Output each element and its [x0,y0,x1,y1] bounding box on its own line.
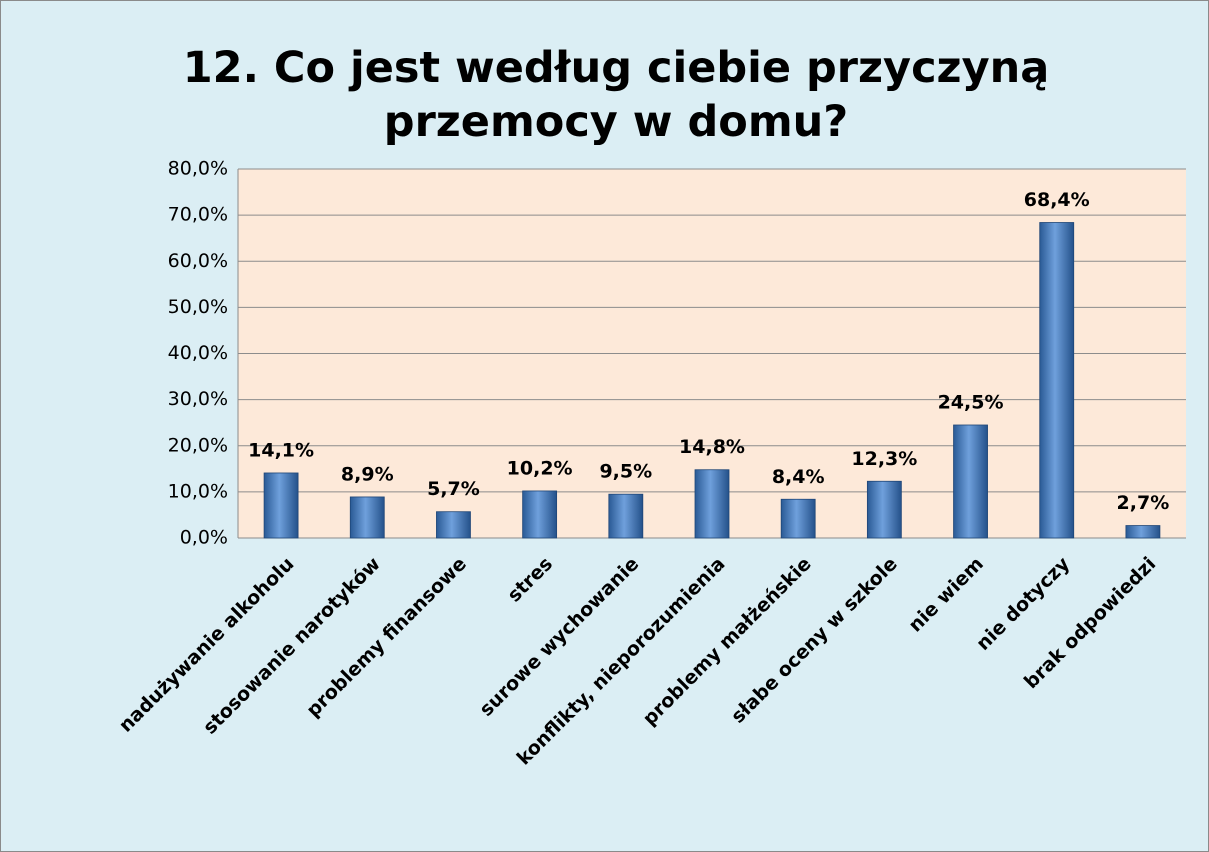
bar [349,496,385,539]
bar [780,498,816,539]
value-label: 2,7% [1117,492,1170,514]
bar [1039,222,1075,539]
y-tick-label: 0,0% [180,527,228,549]
value-label: 14,1% [248,439,314,461]
y-tick-label: 60,0% [168,250,228,272]
value-label: 9,5% [599,461,652,483]
value-label: 24,5% [938,391,1004,413]
value-label: 10,2% [507,457,573,479]
bar [694,469,730,539]
y-tick-label: 70,0% [168,204,228,226]
x-tick-label: słabe oceny w szkole [727,553,902,728]
bar [608,493,644,539]
bar [263,472,299,539]
bar [953,424,988,539]
value-label: 8,4% [772,466,825,488]
bar [1125,525,1161,539]
value-label: 68,4% [1024,189,1090,211]
y-tick-label: 80,0% [168,158,228,180]
bar [866,480,902,539]
x-tick-label: nie wiem [904,553,988,637]
x-tick-label: problemy małżeńskie [639,553,816,730]
value-label: 5,7% [427,478,480,500]
y-tick-label: 40,0% [168,342,228,364]
y-tick-label: 50,0% [168,296,228,318]
x-tick-label: nadużywanie alkoholu [115,553,299,737]
x-tick-label: surowe wychowanie [475,553,643,721]
value-label: 12,3% [851,448,917,470]
value-label: 14,8% [679,436,745,458]
x-tick-label: stosowanie narotyków [199,553,385,739]
x-tick-label: problemy finansowe [302,553,471,722]
value-label: 8,9% [341,463,394,485]
chart-title: 12. Co jest według ciebie przyczyną prze… [182,43,1050,147]
y-tick-label: 10,0% [168,480,228,502]
y-tick-label: 20,0% [168,434,228,456]
y-tick-label: 30,0% [168,388,228,410]
x-tick-label: stres [503,553,557,607]
bar [436,511,471,539]
bar [522,490,558,539]
